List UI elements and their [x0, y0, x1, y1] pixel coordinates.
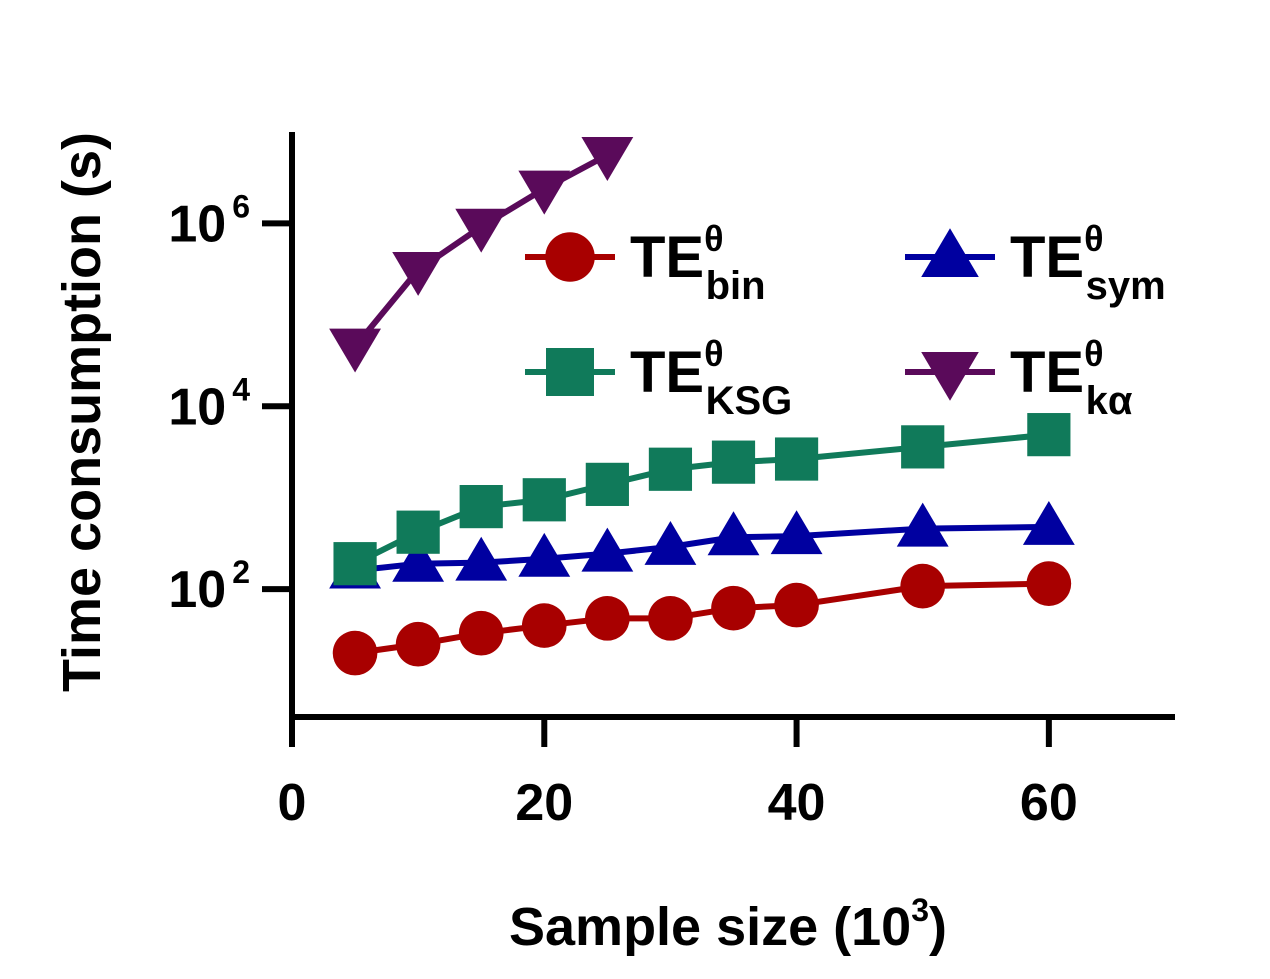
- y-axis-title: Time consumption (s): [52, 132, 112, 692]
- legend-item-bin: TEθ bin: [525, 218, 766, 308]
- legend-item-KSG: TEθ KSG: [525, 333, 792, 423]
- data-point-KSG: [333, 542, 377, 586]
- plot-markers: [329, 137, 1075, 676]
- legend-label: TEθ sym: [1010, 218, 1166, 308]
- legend-swatch-marker: [921, 352, 979, 401]
- data-point-bin: [774, 582, 819, 628]
- data-point-kα: [518, 170, 571, 215]
- legend-swatch-marker: [545, 232, 595, 282]
- data-point-bin: [585, 596, 630, 641]
- y-tick-label: 10 2: [168, 554, 250, 619]
- data-point-KSG: [901, 425, 945, 469]
- data-point-bin: [521, 603, 567, 648]
- series-line-KSG: [353, 431, 1050, 567]
- data-point-sym: [1022, 500, 1075, 545]
- data-point-bin: [711, 585, 756, 631]
- data-point-KSG: [522, 478, 566, 522]
- data-point-sym: [644, 520, 697, 565]
- x-tick-label: 60: [1020, 774, 1078, 832]
- data-point-KSG: [459, 485, 503, 529]
- x-axis-title-end: ): [929, 897, 947, 957]
- legend: TEθ bin TEθ sym TEθ KSG TEθ kα: [525, 218, 1166, 423]
- data-point-bin: [458, 610, 504, 656]
- x-ticks: 0 20 40 60: [278, 717, 1078, 832]
- data-point-sym: [518, 532, 571, 577]
- y-tick-label: 10 4: [168, 371, 250, 436]
- data-point-KSG: [711, 440, 756, 484]
- x-tick-label: 20: [515, 774, 573, 832]
- legend-swatch-marker: [546, 348, 594, 396]
- legend-label: TEθ kα: [1010, 333, 1133, 423]
- x-axis-title-sup: 3: [911, 892, 929, 928]
- x-tick-label: 0: [278, 774, 307, 832]
- x-tick-label: 40: [768, 774, 826, 832]
- data-point-KSG: [396, 510, 440, 554]
- series-line-sym: [354, 523, 1049, 574]
- data-point-sym: [455, 536, 508, 581]
- data-point-KSG: [774, 437, 819, 481]
- data-point-sym: [581, 527, 634, 572]
- legend-item-sym: TEθ sym: [905, 218, 1166, 308]
- legend-swatch-marker: [921, 228, 979, 277]
- data-point-bin: [332, 630, 378, 676]
- data-point-bin: [1026, 561, 1072, 606]
- data-point-kα: [455, 208, 508, 253]
- data-point-bin: [648, 596, 693, 641]
- data-point-sym: [707, 511, 760, 556]
- x-axis-title-main: Sample size (10: [509, 897, 911, 957]
- legend-item-kα: TEθ kα: [905, 333, 1133, 423]
- series-line-bin: [354, 580, 1049, 657]
- data-point-sym: [392, 537, 445, 582]
- data-point-sym: [896, 502, 949, 547]
- legend-label: TEθ bin: [630, 218, 766, 308]
- data-point-kα: [581, 137, 634, 181]
- data-point-KSG: [1027, 413, 1071, 457]
- x-axis-title: Sample size (103): [509, 892, 947, 957]
- data-point-kα: [392, 251, 445, 296]
- data-point-KSG: [585, 462, 629, 506]
- data-point-bin: [900, 563, 946, 609]
- legend-label: TEθ KSG: [630, 333, 792, 423]
- y-tick-label: 10 6: [168, 188, 250, 253]
- data-point-kα: [329, 328, 381, 373]
- data-point-bin: [395, 621, 441, 667]
- data-point-KSG: [648, 447, 693, 491]
- data-point-sym: [770, 510, 823, 555]
